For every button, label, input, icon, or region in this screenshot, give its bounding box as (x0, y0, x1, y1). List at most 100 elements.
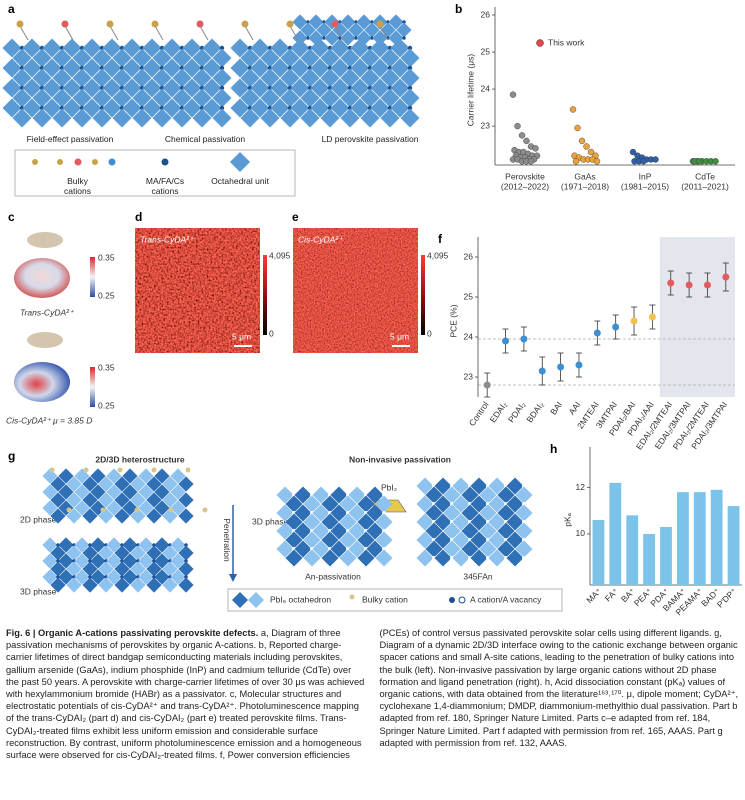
a-cation (370, 36, 374, 40)
octahedron (130, 561, 146, 577)
a-cation (432, 484, 436, 488)
octahedron (290, 58, 310, 78)
octahedron (52, 68, 72, 88)
a-cation (450, 502, 454, 506)
caption-body: a, Diagram of three passivation mechanis… (6, 628, 739, 761)
octahedron (330, 522, 348, 540)
a-cation (328, 529, 332, 533)
y-tick-label: 23 (481, 120, 491, 130)
a-cation (382, 529, 386, 533)
cation-chain (244, 25, 254, 41)
bulky-cation (196, 20, 204, 28)
bulky-cation (16, 20, 24, 28)
octahedron (162, 492, 178, 508)
octahedron (488, 477, 506, 495)
a-cation (307, 85, 313, 91)
a-cation (402, 36, 406, 40)
octahedron (290, 98, 310, 118)
a-cation (99, 45, 105, 51)
octahedron (112, 68, 132, 88)
octahedron (270, 78, 290, 98)
scale-label: 4,095 (269, 250, 291, 260)
a-cation (119, 65, 125, 71)
octahedron (12, 48, 32, 68)
molecule-label: Cis-CyDA²⁺ μ = 3.85 D (6, 415, 92, 425)
a-cation (407, 85, 413, 91)
a-cation (367, 45, 373, 51)
octahedron (470, 495, 488, 513)
octahedron (316, 22, 332, 38)
data-point (520, 335, 528, 343)
octahedron (375, 513, 393, 531)
data-point (578, 137, 586, 145)
a-cation (88, 575, 92, 579)
legend-label: Bulky cations (64, 176, 91, 196)
bulky-cation (151, 20, 159, 28)
octahedron (122, 468, 138, 484)
octahedron (178, 545, 194, 561)
x-tick-label: InP (639, 171, 652, 181)
octahedron (276, 504, 294, 522)
a-cation (354, 20, 358, 24)
octahedron (130, 476, 146, 492)
a-cation (407, 65, 413, 71)
a-cation (56, 575, 60, 579)
data-point (667, 279, 675, 287)
a-cation (247, 45, 253, 51)
a-cation (104, 559, 108, 563)
octahedron (357, 495, 375, 513)
octahedron (202, 78, 222, 98)
a-cation (39, 65, 45, 71)
octahedron (66, 577, 82, 593)
octahedron (470, 549, 488, 567)
scale-label: 0.25 (98, 400, 115, 410)
bulky-cation (241, 20, 249, 28)
octahedron (162, 78, 182, 98)
octahedron (66, 476, 82, 492)
octahedron (50, 508, 66, 524)
octahedron (162, 508, 178, 524)
a-cation (136, 559, 140, 563)
octahedron (72, 48, 92, 68)
a-cation (486, 484, 490, 488)
octahedron (72, 88, 92, 108)
octahedron (178, 508, 194, 524)
data-point (572, 158, 580, 165)
octahedron (461, 522, 479, 540)
bulky-cation (185, 467, 191, 473)
octahedron (303, 495, 321, 513)
octahedron (132, 108, 152, 128)
a-cation (152, 559, 156, 563)
octahedron (320, 88, 340, 108)
octahedron (122, 484, 138, 500)
octahedron (240, 108, 260, 128)
octahedron (300, 22, 316, 38)
legend-icon (248, 592, 264, 608)
octahedron (310, 78, 330, 98)
octahedron (250, 38, 270, 58)
octahedron (443, 504, 461, 522)
cation-chain (199, 25, 209, 41)
a-cation (328, 547, 332, 551)
a-cation (139, 65, 145, 71)
octahedron (434, 513, 452, 531)
octahedron (62, 78, 82, 98)
octahedron (372, 30, 388, 46)
data-point (557, 363, 565, 371)
octahedron (260, 108, 280, 128)
octahedron (497, 522, 515, 540)
a-cation (219, 45, 225, 51)
data-point (685, 281, 693, 289)
octahedron (162, 58, 182, 78)
a-cation (450, 484, 454, 488)
a-cation (179, 45, 185, 51)
a-cation (364, 529, 368, 533)
octahedron (138, 500, 154, 516)
a-cation (119, 45, 125, 51)
octahedron (106, 569, 122, 585)
data-point (523, 137, 530, 145)
octahedron (146, 577, 162, 593)
a-cation (287, 105, 293, 111)
octahedron (66, 492, 82, 508)
octahedron (92, 68, 112, 88)
